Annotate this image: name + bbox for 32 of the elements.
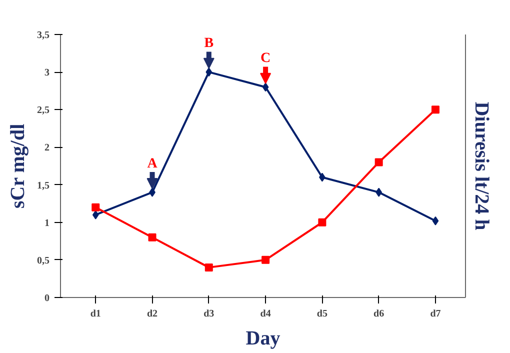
y-tick-label: 1	[44, 218, 50, 229]
x-axis-title: Day	[246, 328, 280, 350]
y-tick-label: 0	[44, 293, 50, 304]
annotation: B	[204, 36, 214, 52]
annotation: C	[260, 51, 271, 66]
x-tick-label: d4	[260, 308, 271, 320]
y-tick-label: 3	[44, 68, 50, 79]
y-tick-label: 1,5	[37, 180, 50, 192]
point	[148, 233, 156, 242]
x-tick-label: d3	[204, 308, 214, 320]
x-tick-label: d1	[90, 308, 101, 320]
point	[318, 218, 326, 226]
x-tick-label: d7	[430, 308, 441, 320]
y-tick-label: 0,5	[37, 255, 50, 266]
y-tick-label: 3,5	[37, 30, 50, 41]
point	[206, 68, 212, 77]
point	[92, 203, 100, 212]
point	[374, 158, 383, 166]
x-tick-label: d5	[316, 308, 328, 320]
y-tick-label: 2,5	[37, 105, 50, 116]
point	[432, 216, 439, 226]
point	[204, 263, 213, 272]
x-tick-label: d2	[146, 308, 158, 320]
point	[262, 82, 269, 92]
y2-axis-title: Diuresis lt/24 h	[470, 102, 492, 230]
x-tick-label: d6	[374, 308, 384, 320]
annotation: A	[147, 156, 158, 172]
point	[262, 256, 270, 264]
point	[92, 210, 99, 220]
point	[431, 106, 440, 114]
y-tick-label: 2	[44, 142, 50, 154]
y-axis-title: sCr mg/dl	[7, 123, 29, 208]
